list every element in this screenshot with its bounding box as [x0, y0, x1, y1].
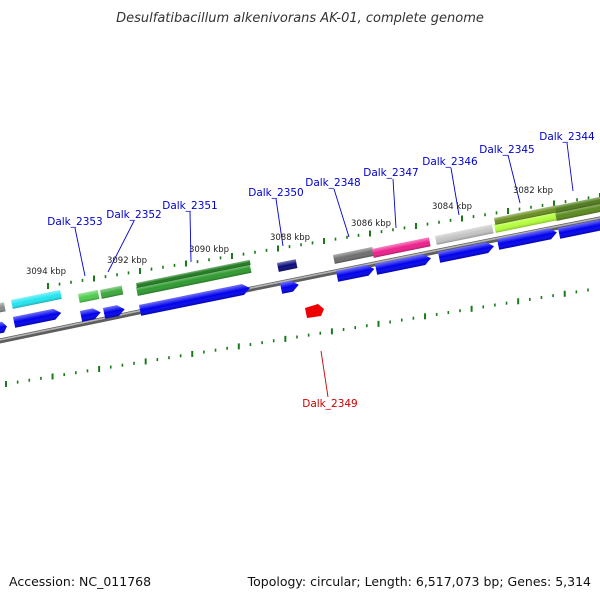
cds-arrow-shade	[497, 228, 557, 250]
leader-line	[189, 211, 192, 263]
feature-shade	[494, 205, 559, 225]
gene-label-dalk_2352: Dalk_2352	[106, 209, 162, 221]
cds-arrow-shade	[0, 321, 7, 334]
cds-arrow-shade	[558, 219, 600, 239]
cds-feature	[80, 308, 101, 322]
cds-feature	[558, 219, 600, 239]
gene-dalk_2345	[494, 211, 559, 233]
gene-tracks	[0, 194, 600, 334]
gene-dalk_2351	[135, 263, 252, 296]
kbp-label: 3086 kbp	[351, 219, 391, 229]
kbp-label: 3092 kbp	[107, 256, 147, 266]
cds-feature	[336, 264, 375, 282]
cds-arrow-shade	[280, 280, 299, 294]
kbp-label: 3090 kbp	[189, 245, 229, 255]
gene-dalk_2350	[277, 259, 298, 272]
leader-line	[392, 178, 397, 229]
gene-dalk_2347	[372, 237, 431, 258]
cds-arrow-shade	[103, 305, 125, 319]
kbp-labels: 3094 kbp 3092 kbp 3090 kbp 3088 kbp 3086 kbp…	[26, 186, 553, 277]
reverse-gene-arrow	[305, 304, 324, 318]
gene-dalk_2349	[305, 304, 324, 318]
genome-summary: Topology: circular; Length: 6,517,073 bp…	[247, 574, 591, 589]
feature-shade	[333, 247, 374, 264]
kbp-label: 3084 kbp	[432, 202, 472, 212]
feature-shade	[277, 259, 298, 272]
leader-line	[74, 227, 86, 277]
gene-label-dalk_2348: Dalk_2348	[305, 177, 361, 189]
cds-arrow-shade	[336, 264, 375, 282]
inner-ticks	[5, 288, 589, 387]
map-title: Desulfatibacillum alkenivorans AK-01, co…	[116, 11, 484, 26]
gene-label-dalk_2349: Dalk_2349	[302, 398, 358, 410]
gene-dalk_2348	[333, 247, 374, 264]
cds-feature	[103, 305, 125, 319]
gene-label-dalk_2346: Dalk_2346	[422, 156, 478, 168]
cds-feature	[13, 308, 62, 328]
kbp-label: 3088 kbp	[270, 233, 310, 243]
feature-shade	[554, 200, 600, 221]
gene-dalk_2344	[554, 200, 600, 221]
gene-dalk_2345-band	[494, 205, 559, 225]
cds-arrow-shade	[375, 254, 431, 275]
gene-label-dalk_2353: Dalk_2353	[47, 216, 103, 228]
feature-shade	[435, 224, 494, 245]
leader-line	[507, 154, 521, 204]
feature-shade	[77, 290, 100, 303]
feature-shade	[372, 237, 431, 258]
cds-arrow-shade	[80, 308, 101, 322]
gene-dalk_2353	[77, 290, 100, 303]
gene-dalk_2352	[100, 285, 124, 299]
feature-shade	[136, 259, 251, 288]
cds-arrow-shade	[139, 284, 250, 316]
leader-line	[107, 220, 135, 273]
leader-line	[333, 188, 350, 238]
cds-arrow-shade	[438, 242, 494, 263]
cds-feature	[497, 228, 557, 250]
cds-feature	[0, 321, 7, 334]
gene-dalk_2351-band	[136, 259, 251, 288]
cds-feature	[139, 284, 250, 316]
gene-label-dalk_2345: Dalk_2345	[479, 144, 535, 156]
gene-label-dalk_2344: Dalk_2344	[539, 131, 595, 143]
gene-labels: Dalk_2344Dalk_2345Dalk_2346Dalk_2347Dalk…	[47, 131, 595, 410]
leader-line	[566, 142, 574, 192]
leader-line	[275, 198, 284, 247]
cds-feature	[280, 280, 299, 294]
outer-ticks	[47, 193, 600, 289]
gene-dalk_2344-band	[555, 194, 600, 213]
accession-label: Accession: NC_011768	[9, 574, 151, 589]
kbp-label: 3082 kbp	[513, 186, 553, 196]
gene-label-dalk_2351: Dalk_2351	[162, 200, 218, 212]
feature-shade	[135, 263, 252, 296]
cds-feature	[438, 242, 494, 263]
gene-unlabeled	[0, 302, 6, 313]
cds-feature	[375, 254, 431, 275]
feature-shade	[555, 194, 600, 213]
kbp-label: 3094 kbp	[26, 267, 66, 277]
gene-dalk_2346	[435, 224, 494, 245]
leader-line	[320, 350, 329, 398]
gene-label-dalk_2347: Dalk_2347	[363, 167, 419, 179]
gene-unlabeled	[10, 290, 62, 309]
feature-shade	[10, 290, 62, 309]
feature-shade	[100, 285, 124, 299]
feature-shade	[0, 302, 6, 313]
gene-label-dalk_2350: Dalk_2350	[248, 187, 304, 199]
cds-arrow-shade	[13, 308, 62, 328]
leader-line	[450, 167, 460, 216]
feature-shade	[494, 211, 559, 233]
